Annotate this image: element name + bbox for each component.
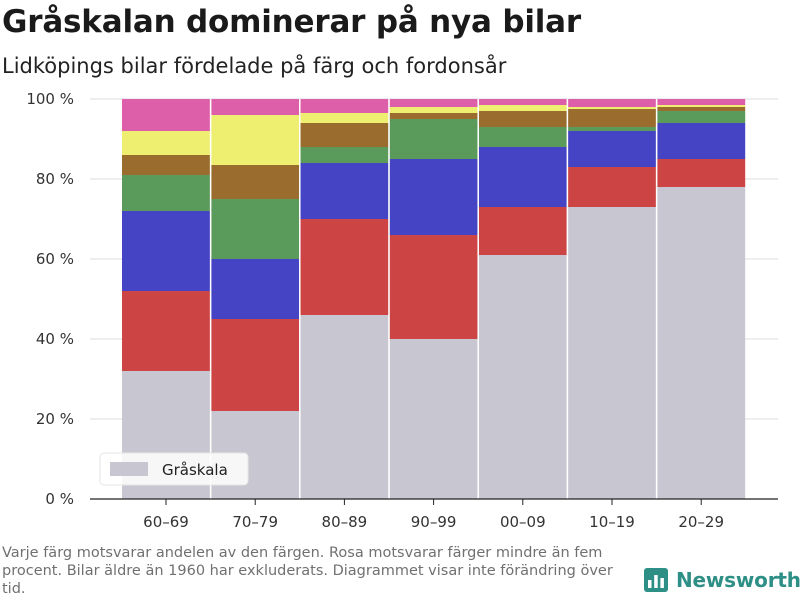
bar-segment [568,99,656,107]
bar-segment [568,107,656,109]
bar-segment [657,105,746,107]
bar-segment [478,255,567,499]
chart-subtitle: Lidköpings bilar fördelade på färg och f… [2,54,507,78]
stacked-bar-chart: 0 % 20 % 40 % 60 % 80 % 100 % 60–69 70–79 80–89… [26,90,778,531]
bar-segment [122,99,210,131]
bar-segment [657,123,746,159]
y-tick-label: 60 % [36,250,74,268]
bar-segment [657,107,746,111]
y-tick-label: 20 % [36,410,74,428]
bar-segment [211,259,300,319]
bar-segment [478,111,567,127]
bar-segment [478,127,567,147]
bar-segment [211,99,300,115]
bar-segment [568,167,656,207]
x-tick-label: 20–29 [678,513,724,531]
y-tick-label: 0 % [45,490,74,508]
bar-segment [389,107,478,113]
y-axis-ticks: 0 % 20 % 40 % 60 % 80 % 100 % [26,90,74,508]
x-tick-label: 00–09 [500,513,546,531]
bar-segment [122,131,210,155]
bar-segment [568,207,656,499]
chart-title: Gråskalan dominerar på nya bilar [2,4,581,40]
bar-segment [389,119,478,159]
footnote: Varje färg motsvarar andelen av den färg… [2,545,613,597]
bar-segment [211,199,300,259]
bar-segment [568,131,656,167]
bar-segment [300,123,389,147]
legend-swatch [110,462,148,476]
legend-label: Gråskala [162,461,228,479]
bar-segment [300,113,389,123]
bar-segment [389,235,478,339]
bar-segment [122,291,210,371]
bar-segment [389,339,478,499]
bar-segment [211,319,300,411]
y-tick-label: 40 % [36,330,74,348]
bar-segment [300,219,389,315]
x-tick-label: 10–19 [589,513,635,531]
bar-segment [122,175,210,211]
bar-segment [478,105,567,111]
bar-segment [478,207,567,255]
x-axis-ticks: 60–69 70–79 80–89 90–99 00–09 10–19 20–29 [143,499,724,531]
bar-segment [657,187,746,499]
bar-segment [389,159,478,235]
bar-segment [300,99,389,113]
legend-box [99,452,249,486]
legend: Gråskala [99,452,249,486]
bars [122,99,746,499]
bar-segment [300,147,389,163]
bar-segment [211,165,300,199]
bar-segment [478,147,567,207]
bar-segment [478,99,567,105]
bar-segment [122,211,210,291]
bar-segment [568,127,656,131]
x-tick-label: 80–89 [322,513,368,531]
bar-segment [211,115,300,165]
bar-segment [657,111,746,123]
brand-logo: Newsworthy [644,568,800,592]
bar-segment [657,99,746,105]
bar-segment [657,159,746,187]
x-tick-label: 60–69 [143,513,189,531]
bar-segment [389,99,478,107]
brand-name: Newsworthy [676,568,800,592]
newsworthy-logo-icon [644,568,668,592]
bar-segment [300,163,389,219]
y-tick-label: 100 % [26,90,74,108]
y-tick-label: 80 % [36,170,74,188]
bar-segment [122,155,210,175]
bar-segment [389,113,478,119]
bar-segment [568,109,656,127]
x-tick-label: 90–99 [411,513,457,531]
bar-segment [300,315,389,499]
x-tick-label: 70–79 [232,513,278,531]
